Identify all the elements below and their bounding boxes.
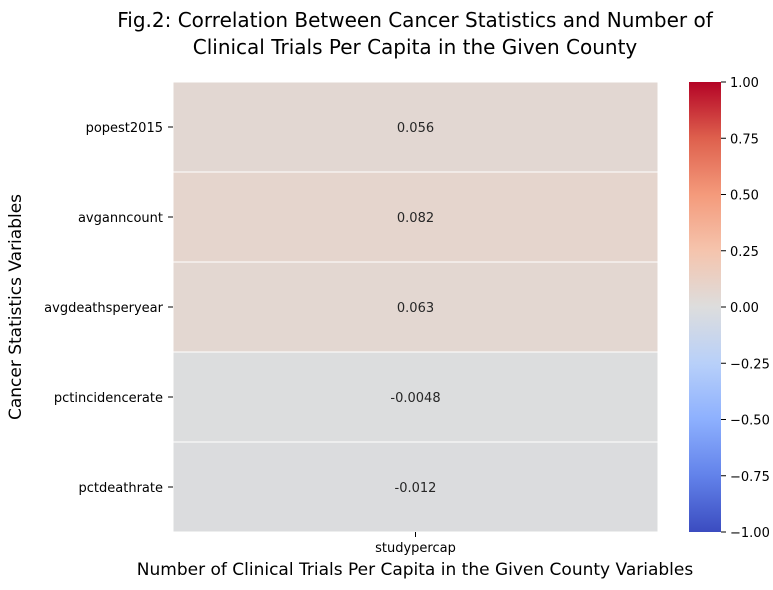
colorbar-tick-label: −1.00 [730, 526, 770, 541]
colorbar-tick-label: 1.00 [730, 76, 759, 91]
colorbar-tick-label: 0.25 [730, 245, 759, 260]
cell-value-label: 0.063 [397, 301, 434, 316]
colorbar-tick-label: 0.00 [730, 301, 759, 316]
heatmap-cell [172, 171, 659, 263]
colorbar [689, 82, 721, 532]
x-axis-label: Number of Clinical Trials Per Capita in … [137, 560, 694, 580]
row-tick-label: pctincidencerate [54, 391, 163, 406]
colorbar-tick-label: −0.25 [730, 357, 770, 372]
row-tick-label: popest2015 [86, 121, 163, 136]
cell-value-label: 0.056 [397, 121, 434, 136]
row-tick-label: avganncount [78, 211, 163, 226]
heatmap-cell [172, 261, 659, 353]
colorbar-ticks: 1.00 0.75 0.50 0.25 0.00 −0.25 −0.50 −0.75 −1.00 [721, 76, 770, 541]
colorbar-tick-label: −0.50 [730, 414, 770, 429]
heatmap-cell [172, 81, 659, 173]
cell-value-label: -0.0048 [390, 391, 440, 406]
y-axis-label: Cancer Statistics Variables [6, 194, 26, 420]
column-tick-labels: studypercap [375, 532, 456, 556]
chart-title-line-2: Clinical Trials Per Capita in the Given … [193, 35, 638, 59]
row-tick-label: avgdeathsperyear [44, 301, 163, 316]
column-tick-label: studypercap [375, 541, 456, 556]
heatmap-cell [172, 351, 659, 443]
colorbar-tick-label: −0.75 [730, 470, 770, 485]
cell-value-label: 0.082 [397, 211, 434, 226]
cell-value-label: -0.012 [395, 481, 437, 496]
colorbar-tick-label: 0.75 [730, 132, 759, 147]
row-tick-labels: popest2015 avganncount avgdeathsperyear pct… [44, 121, 173, 496]
heatmap-cell [172, 441, 659, 533]
chart-title-line-1: Fig.2: Correlation Between Cancer Statis… [117, 8, 713, 32]
row-tick-label: pctdeathrate [79, 481, 163, 496]
colorbar-tick-label: 0.50 [730, 189, 759, 204]
heatmap-cells: 0.056 0.082 0.063 -0.0048 -0.012 [172, 81, 659, 533]
